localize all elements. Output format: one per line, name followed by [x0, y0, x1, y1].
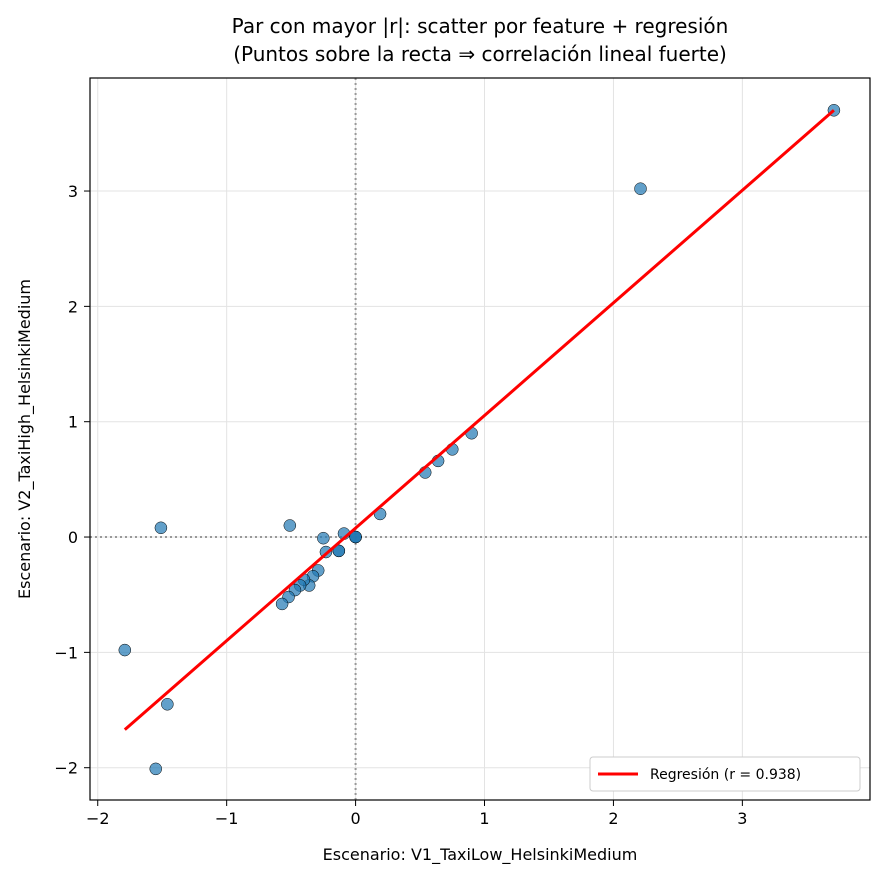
data-point: [317, 531, 330, 545]
y-tick-label: −1: [54, 643, 78, 662]
data-point: [154, 521, 168, 535]
x-axis-label: Escenario: V1_TaxiLow_HelsinkiMedium: [323, 845, 638, 865]
data-point: [634, 182, 647, 195]
data-point: [161, 698, 174, 711]
x-tick-label: 2: [608, 809, 618, 828]
legend-entry: Regresión (r = 0.938): [650, 767, 801, 783]
plot-frame: [89, 77, 871, 801]
data-point: [149, 762, 163, 776]
reference-lines: [90, 78, 870, 800]
data-point: [332, 544, 346, 558]
data-point: [283, 519, 297, 532]
x-tick-label: −2: [86, 809, 110, 828]
y-tick-label: 1: [68, 413, 78, 432]
grid: [90, 78, 870, 800]
y-tick-label: 0: [68, 528, 78, 547]
y-tick-label: 3: [68, 182, 78, 201]
chart-title: Par con mayor |r|: scatter por feature +…: [232, 14, 729, 38]
points-layer: [118, 104, 841, 776]
x-tick-label: 1: [479, 809, 489, 828]
data-point: [275, 597, 289, 611]
y-tick-label: −2: [54, 759, 78, 778]
x-tick-label: −1: [215, 809, 239, 828]
data-point: [349, 530, 362, 544]
chart-subtitle: (Puntos sobre la recta ⇒ correlación lin…: [233, 42, 727, 66]
x-tick-label: 3: [737, 809, 747, 828]
x-tick-label: 0: [350, 809, 360, 828]
ticks: −2 −1 0 1 2 3 −2 −1 0 1 2 3: [54, 182, 747, 828]
y-tick-label: 2: [68, 297, 78, 316]
y-axis-label: Escenario: V2_TaxiHigh_HelsinkiMedium: [15, 279, 35, 599]
legend: Regresión (r = 0.938): [589, 756, 861, 792]
regression-line: [123, 109, 835, 731]
data-point: [118, 643, 132, 657]
regression-layer: [123, 109, 835, 731]
